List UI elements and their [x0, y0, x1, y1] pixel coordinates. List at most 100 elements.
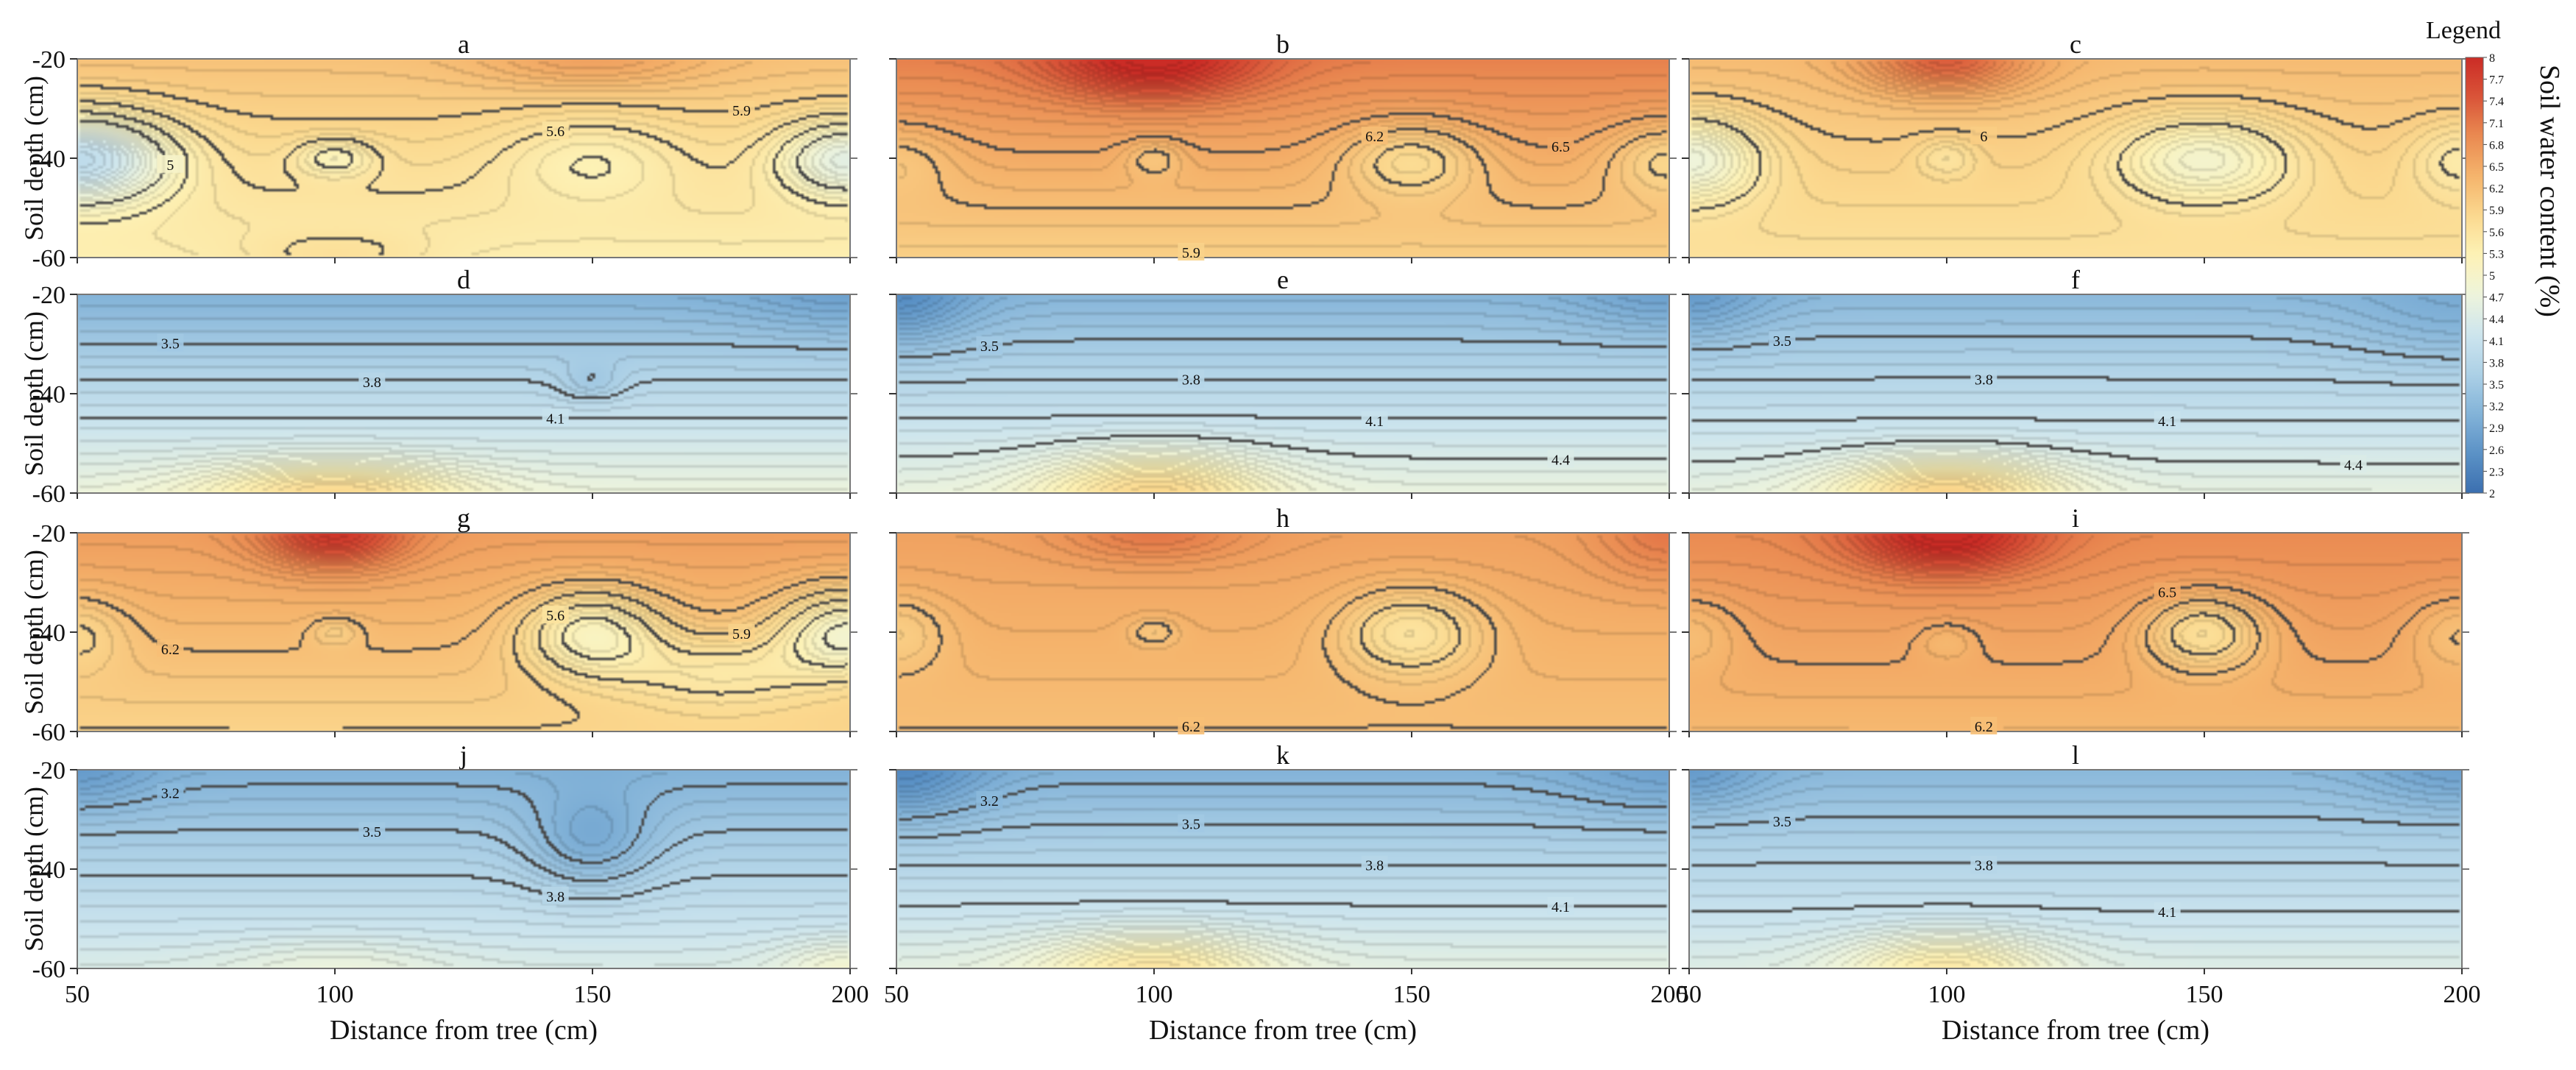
contour-field-b	[896, 59, 1669, 258]
y-tick-label: -60	[32, 956, 66, 983]
y-axis-label: Soil depth (cm)	[19, 550, 49, 715]
y-tick-label: -40	[32, 381, 66, 408]
x-tick-label: 100	[1136, 981, 1173, 1008]
contour-label-bg	[1178, 716, 1205, 734]
contour-label-bg	[1970, 369, 1998, 388]
contour-field-f	[1689, 294, 2462, 493]
contour-label: 4.1	[2158, 414, 2176, 430]
y-tick-label: -40	[32, 857, 66, 884]
contour-label: 3.8	[1365, 858, 1384, 874]
panel-label-f: f	[2071, 265, 2080, 294]
contour-label-bg	[1547, 896, 1574, 915]
panel-label-h: h	[1276, 503, 1289, 533]
contour-label: 4.1	[2158, 904, 2176, 921]
contour-label: 6.5	[1551, 139, 1570, 155]
legend-tick-label: 8	[2489, 52, 2495, 65]
legend-tick-label: 7.1	[2489, 118, 2504, 130]
contour-label: 4.4	[2344, 457, 2363, 473]
contour-field-h	[896, 533, 1669, 731]
y-tick-label: -20	[32, 46, 66, 74]
x-axis-label: Distance from tree (cm)	[330, 1015, 598, 1046]
contour-label-bg	[1970, 127, 1998, 145]
contour-field-i	[1689, 533, 2462, 731]
contour-label-bg	[1178, 242, 1205, 261]
contour-label-bg	[1361, 855, 1388, 874]
y-axis-label: Soil depth (cm)	[19, 787, 49, 952]
x-tick-label: 100	[316, 981, 354, 1008]
y-tick-label: -60	[32, 245, 66, 272]
legend-tick-label: 5.6	[2489, 227, 2504, 239]
x-axis-label: Distance from tree (cm)	[1942, 1015, 2209, 1046]
legend-tick-label: 4.4	[2489, 313, 2504, 326]
legend-tick-label: 5	[2489, 270, 2495, 283]
contour-label-bg	[1769, 331, 1796, 350]
panel-b: b 5.9 6.2 6.5	[896, 29, 1670, 261]
panel-label-a: a	[458, 29, 470, 59]
contour-label-bg	[542, 606, 569, 624]
contour-label: 6.2	[1365, 129, 1384, 145]
panel-a: a 5 5.6 5.9	[77, 29, 851, 258]
contour-label: 3.2	[161, 786, 180, 802]
contour-label: 3.8	[546, 889, 565, 905]
contour-label: 3.5	[1773, 333, 1791, 350]
contour-label: 5	[166, 157, 174, 174]
legend-tick-label: 6.8	[2489, 139, 2504, 152]
legend-tick-label: 3.8	[2489, 357, 2504, 369]
x-tick-label: 150	[2186, 981, 2223, 1008]
contour-label-bg	[2154, 411, 2181, 429]
contour-label-bg	[542, 408, 569, 427]
legend-tick-label: 2	[2489, 488, 2495, 500]
contour-label: 6.2	[1975, 719, 1993, 735]
contour-label: 5.6	[546, 608, 565, 624]
contour-label: 6.5	[2158, 585, 2176, 601]
contour-label-bg	[1547, 450, 1574, 468]
legend-label: Soil water content (%)	[2534, 65, 2565, 317]
legend-title: Legend	[2426, 17, 2501, 44]
panel-g: g 5.6 5.9 6.2	[77, 503, 851, 732]
panel-d: d 3.5 3.8 4.1	[77, 265, 851, 494]
contour-label: 5.9	[732, 626, 751, 642]
y-axis-label: Soil depth (cm)	[19, 311, 49, 476]
contour-label: 4.1	[546, 411, 565, 427]
legend-tick-label: 5.9	[2489, 205, 2504, 217]
contour-label-bg	[1178, 814, 1205, 832]
contour-label-bg	[2154, 582, 2181, 600]
legend-tick-label: 3.2	[2489, 401, 2504, 414]
y-tick-label: -60	[32, 481, 66, 508]
contour-label-bg	[728, 623, 755, 642]
contour-label-bg	[157, 639, 184, 657]
y-tick-label: -20	[32, 282, 66, 309]
legend-colorbar	[2465, 57, 2484, 494]
y-tick-label: -40	[32, 620, 66, 647]
panel-f: f 3.5 3.8 4.1 4.4	[1688, 265, 2463, 494]
contour-label: 3.8	[1182, 372, 1200, 389]
panel-h: h 6.2	[896, 503, 1670, 735]
contour-label: 3.8	[363, 375, 381, 391]
contour-label-bg	[976, 336, 1003, 355]
contour-label-bg	[976, 791, 1003, 809]
contour-field-g	[77, 533, 850, 731]
contour-field-e	[896, 294, 1669, 493]
panel-label-e: e	[1277, 265, 1289, 294]
contour-label-bg	[157, 783, 184, 801]
legend-tick-label: 5.3	[2489, 248, 2504, 261]
contour-label: 3.5	[161, 336, 180, 352]
contour-label: 6	[1980, 129, 1987, 145]
y-tick-label: -20	[32, 757, 66, 784]
contour-field-c	[1689, 59, 2462, 258]
panel-e: e 3.5 3.8 4.1 4.4	[896, 265, 1670, 494]
x-tick-label: 50	[1677, 981, 1702, 1008]
legend-tick-label: 2.9	[2489, 422, 2504, 435]
contour-label: 3.2	[980, 793, 999, 809]
y-axis-label: Soil depth (cm)	[19, 76, 49, 241]
legend-tick-label: 4.1	[2489, 336, 2504, 348]
contour-label: 3.8	[1975, 372, 1993, 389]
contour-label-bg	[728, 101, 755, 119]
x-axis-label: Distance from tree (cm)	[1149, 1015, 1417, 1046]
contour-label-bg	[1547, 137, 1574, 155]
contour-field-k	[896, 770, 1669, 968]
legend-tick-label: 6.5	[2489, 161, 2504, 174]
legend-tick-label: 2.6	[2489, 444, 2504, 457]
